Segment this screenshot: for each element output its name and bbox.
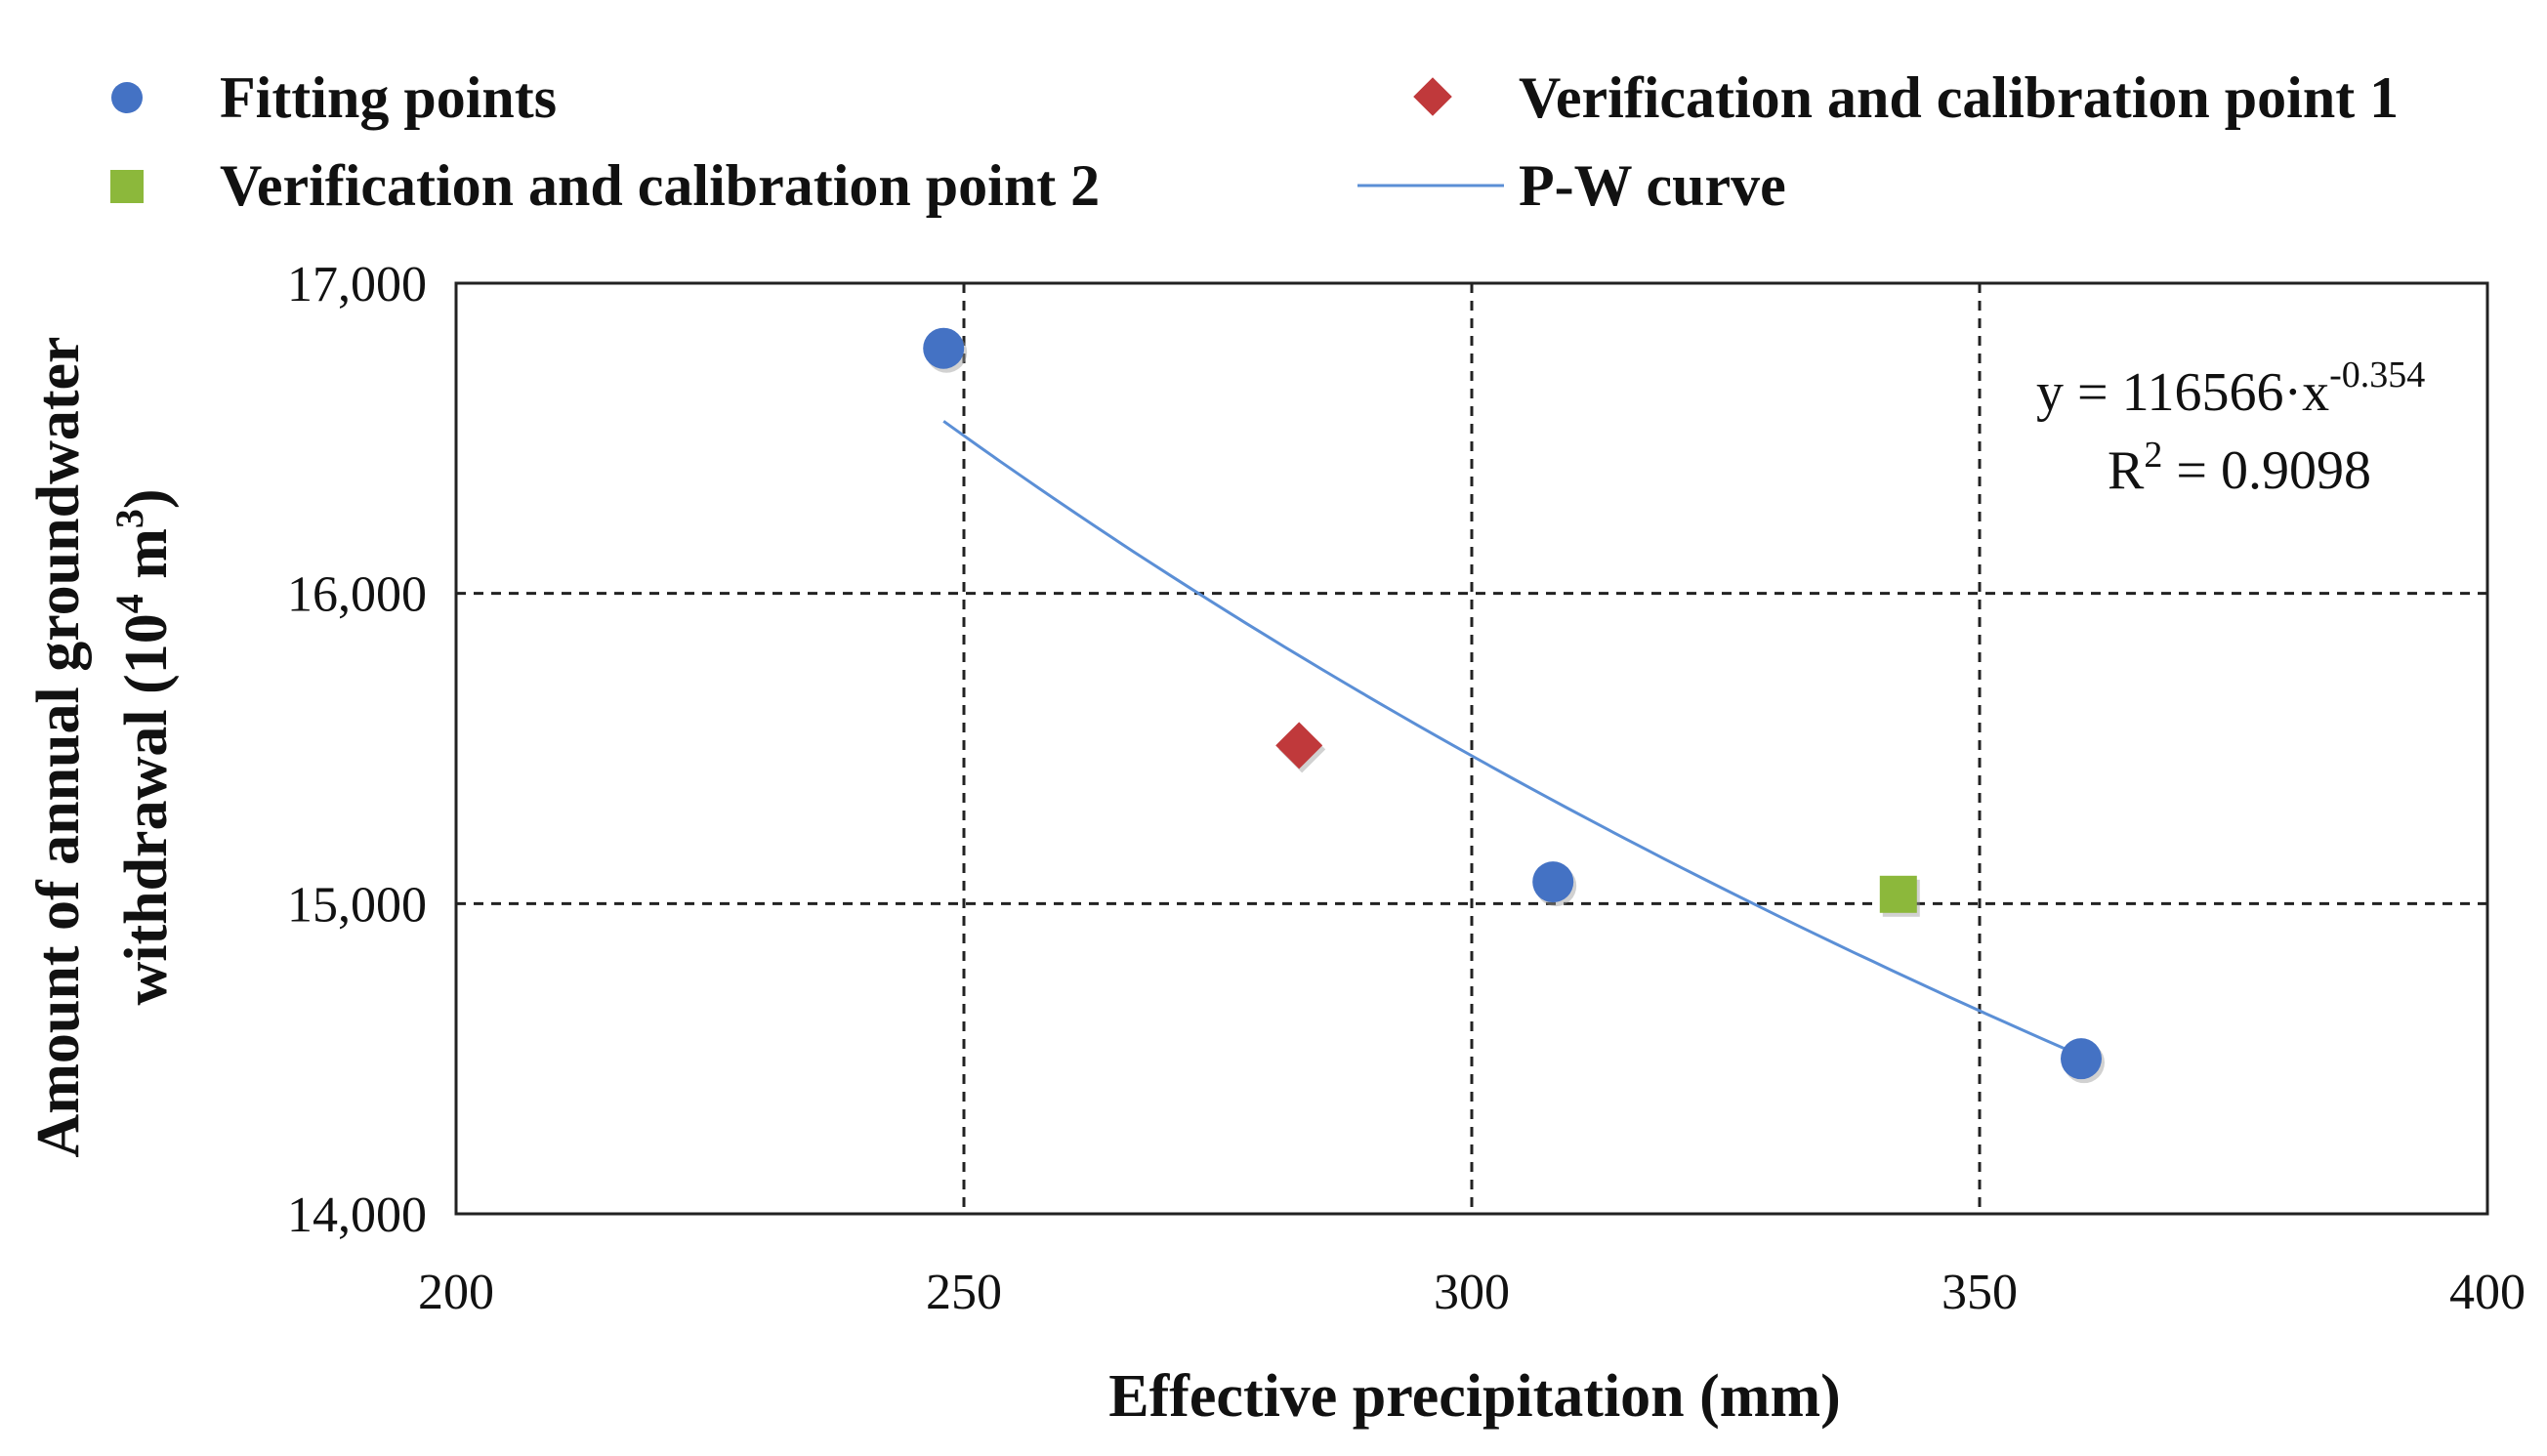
point-square-2-0-shape <box>1879 875 1917 913</box>
plot-frame <box>454 281 2489 1216</box>
x-tick-label-200: 200 <box>418 1265 494 1320</box>
legend-label-fitting-points: Fitting points <box>220 65 557 130</box>
equation-annotation: y = 116566·x-0.354 <box>2036 354 2425 423</box>
legend-marker-verification-2 <box>110 170 144 203</box>
x-tick-label-250: 250 <box>926 1265 1002 1320</box>
y-axis-title-prefix: withdrawal (10 <box>113 613 180 1005</box>
x-axis-title: Effective precipitation (mm) <box>1108 1363 1841 1430</box>
y-axis-ticks: 14,000 15,000 16,000 17,000 <box>287 257 427 1243</box>
legend-marker-verification-1 <box>1413 77 1452 116</box>
point-circle-0-2 <box>2061 1038 2105 1084</box>
point-circle-0-0-shape <box>923 327 965 369</box>
point-circle-0-1-shape <box>1532 861 1574 903</box>
point-diamond-1-0 <box>1275 722 1326 773</box>
y-axis-title-line1: Amount of annual groundwater <box>25 336 92 1157</box>
y-tick-label-14000: 14,000 <box>287 1187 427 1243</box>
legend-marker-fitting-points <box>111 82 143 113</box>
r2-sup: 2 <box>2144 435 2162 476</box>
r-squared-annotation: R2 = 0.9098 <box>2108 435 2371 501</box>
point-circle-0-2-shape <box>2061 1038 2102 1080</box>
point-circle-0-0 <box>923 327 968 373</box>
r2-value: = 0.9098 <box>2162 440 2371 501</box>
legend-label-verification-1: Verification and calibration point 1 <box>1519 65 2399 130</box>
y-tick-label-16000: 16,000 <box>287 567 427 623</box>
plot-area: 200 250 300 350 400 14,000 15,000 16,000 17,000 <box>287 257 2526 1320</box>
y-tick-label-15000: 15,000 <box>287 877 427 933</box>
x-tick-label-400: 400 <box>2449 1265 2526 1320</box>
legend-label-pw-curve: P-W curve <box>1519 153 1786 218</box>
y-axis-title-suffix: ) <box>113 488 180 509</box>
equation-prefix: y = 116566·x <box>2036 362 2329 423</box>
pw-curve-line <box>942 420 2082 1058</box>
x-tick-label-300: 300 <box>1434 1265 1510 1320</box>
y-axis-title-line2: withdrawal (104 m3) <box>107 488 180 1005</box>
y-tick-label-17000: 17,000 <box>287 257 427 312</box>
r2-label: R <box>2108 440 2145 501</box>
x-tick-label-350: 350 <box>1942 1265 2018 1320</box>
y-axis-title-mid: m <box>113 528 180 594</box>
y-axis-title: Amount of annual groundwater withdrawal … <box>25 336 180 1157</box>
data-marks <box>923 327 2105 1084</box>
x-axis-ticks: 200 250 300 350 400 <box>418 1265 2526 1320</box>
grid-lines <box>456 283 2487 1214</box>
legend-label-verification-2: Verification and calibration point 2 <box>220 153 1100 218</box>
y-axis-title-sup1: 4 <box>107 594 151 613</box>
point-square-2-0 <box>1879 875 1920 917</box>
point-diamond-1-0-shape <box>1275 722 1323 770</box>
point-circle-0-1 <box>1532 861 1577 907</box>
legend: Fitting points Verification and calibrat… <box>110 65 2399 218</box>
y-axis-title-sup2: 3 <box>107 509 151 528</box>
equation-exponent: -0.354 <box>2329 354 2425 395</box>
